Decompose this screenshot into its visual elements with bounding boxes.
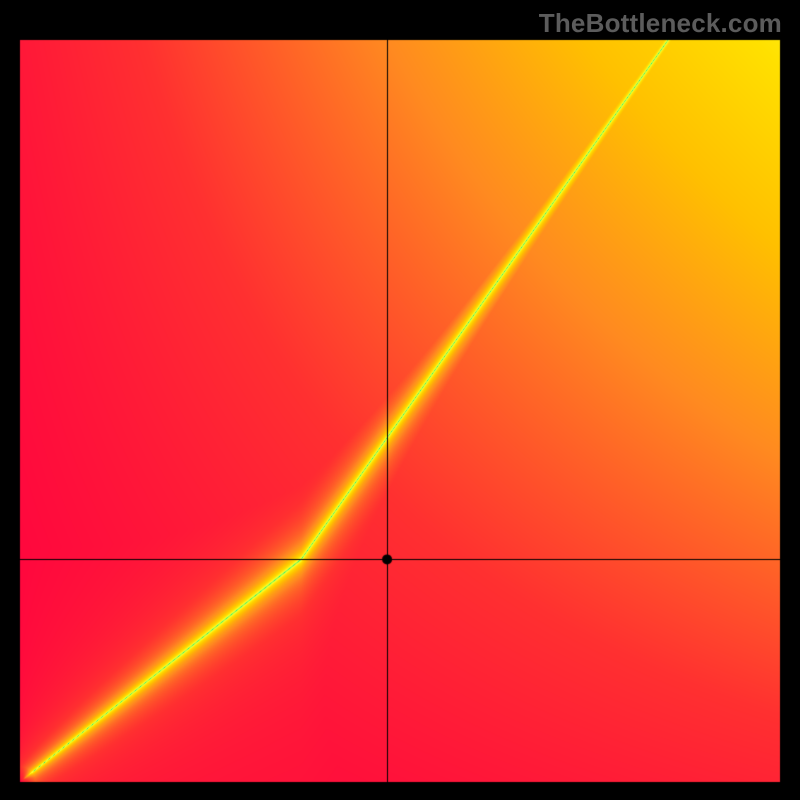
chart-wrapper: { "watermark": { "text": "TheBottleneck.… [0,0,800,800]
watermark: TheBottleneck.com [539,8,782,39]
bottleneck-heatmap [0,0,800,800]
